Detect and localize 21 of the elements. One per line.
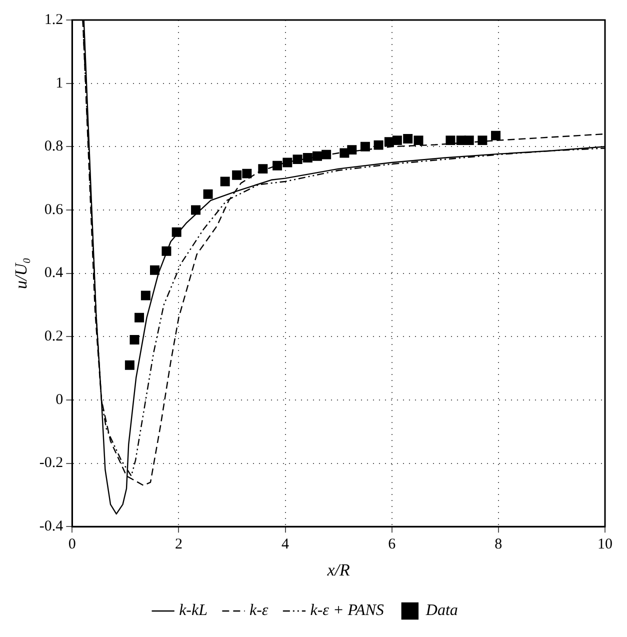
y-tick-label: 0.2 [44, 328, 64, 345]
y-tick-label: -0.4 [39, 518, 64, 535]
legend-label: k-ε + PANS [310, 602, 384, 620]
x-tick-label: 8 [494, 536, 502, 553]
y-tick-label: 1 [56, 75, 64, 92]
x-tick-label: 2 [174, 536, 182, 553]
y-tick-label: 0.4 [44, 265, 64, 282]
y-tick-label: -0.2 [39, 455, 64, 472]
x-tick-label: 10 [598, 536, 612, 553]
y-axis-title: u/U₀ [12, 258, 31, 290]
legend-label: k-kL [179, 602, 208, 620]
x-tick-label: 0 [68, 536, 76, 553]
legend-label: Data [424, 602, 458, 620]
x-tick-label: 6 [388, 536, 396, 553]
y-tick-label: 1.2 [44, 12, 64, 28]
x-tick-label: 4 [282, 536, 290, 553]
y-tick-label: 0.6 [44, 202, 64, 218]
legend-label: k-ε [250, 602, 269, 620]
y-tick-label: 0 [56, 392, 64, 408]
y-tick-label: 0.8 [44, 138, 64, 155]
x-axis-title: x/R [326, 560, 351, 580]
